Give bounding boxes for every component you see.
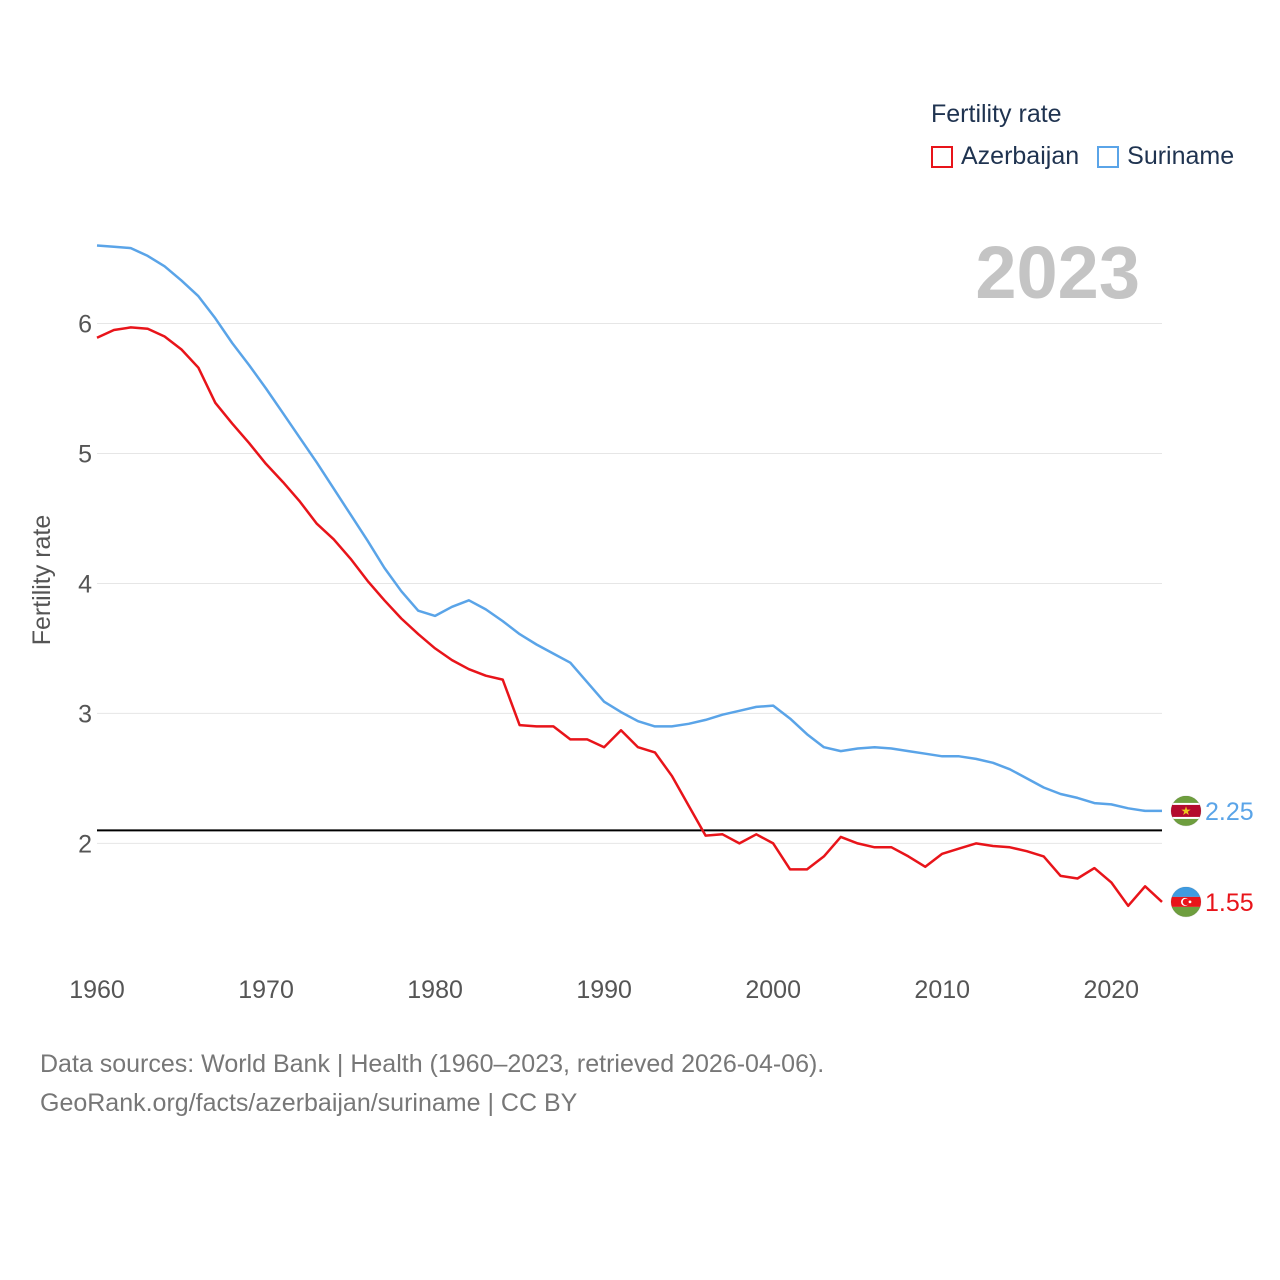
x-tick-label: 2020 [1083,976,1139,1004]
x-tick-label: 1970 [238,976,294,1004]
legend-item-suriname[interactable]: Suriname [1097,142,1234,171]
y-tick-label: 3 [78,700,92,728]
end-value-suriname: 2.25 [1205,798,1254,826]
x-axis-ticks: 1960 1970 1980 1990 2000 2010 2020 [69,976,1139,1004]
footer-credit: GeoRank.org/facts/azerbaijan/suriname | … [40,1089,578,1117]
series-endpoints: 1.55 ★ 2.25 [1170,795,1254,918]
legend: Azerbaijan Suriname [931,142,1252,171]
y-tick-label: 5 [78,440,92,468]
legend-swatch-azerbaijan [931,145,953,168]
y-axis-label: Fertility rate [28,515,56,646]
x-tick-label: 1980 [407,976,463,1004]
legend-label-azerbaijan: Azerbaijan [961,142,1080,170]
svg-text:★: ★ [1181,804,1192,818]
legend-title: Fertility rate [931,100,1062,128]
series-line-azerbaijan[interactable] [96,326,1163,908]
series-line-suriname[interactable] [96,244,1162,813]
flag-azerbaijan-icon [1170,886,1202,918]
y-tick-label: 2 [78,830,92,858]
legend-label-suriname: Suriname [1127,142,1235,170]
series [96,244,1163,908]
x-tick-label: 2010 [914,976,970,1004]
gridlines [97,322,1162,844]
end-value-azerbaijan: 1.55 [1205,889,1254,917]
legend-item-azerbaijan[interactable]: Azerbaijan [931,142,1079,171]
year-label: 2023 [975,231,1140,314]
footer: Data sources: World Bank | Health (1960–… [40,1045,824,1123]
flag-suriname-icon: ★ [1170,795,1202,827]
x-tick-label: 1960 [69,976,125,1004]
footer-sources: Data sources: World Bank | Health (1960–… [40,1050,825,1078]
y-tick-label: 4 [78,570,92,598]
y-axis-ticks: 2 3 4 5 6 [78,310,92,858]
x-tick-label: 2000 [745,976,801,1004]
legend-swatch-suriname [1097,145,1120,168]
x-tick-label: 1990 [576,976,632,1004]
y-tick-label: 6 [78,310,92,338]
